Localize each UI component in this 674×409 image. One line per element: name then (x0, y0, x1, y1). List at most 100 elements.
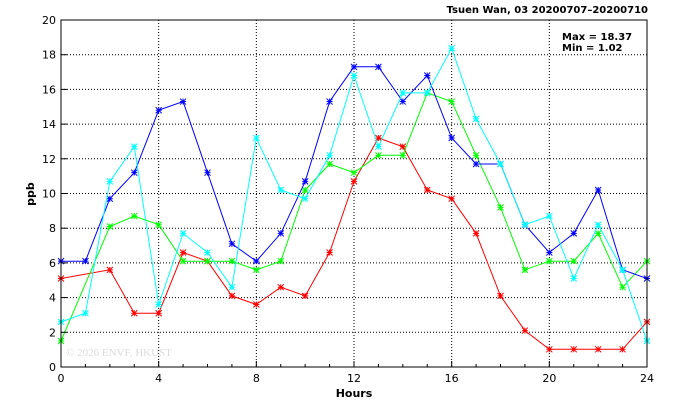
min-label: Min = 1.02 (562, 43, 623, 54)
data-point (155, 301, 163, 308)
data-point (545, 345, 553, 353)
data-point (326, 151, 333, 159)
data-point (228, 257, 236, 265)
series-line (60, 137, 648, 350)
x-tick-label: 16 (445, 372, 459, 385)
data-point (301, 292, 309, 300)
data-point (399, 143, 407, 151)
data-point (570, 345, 578, 353)
data-point (204, 249, 211, 256)
data-point (277, 230, 285, 237)
data-point (326, 249, 333, 256)
y-tick-label: 12 (42, 153, 56, 166)
data-point (448, 98, 456, 105)
data-point (204, 257, 211, 265)
data-point (350, 178, 358, 185)
x-tick-label: 8 (253, 372, 260, 385)
data-point (252, 301, 260, 308)
data-point (252, 257, 260, 265)
x-tick-label: 12 (347, 372, 361, 385)
data-point (375, 143, 382, 151)
series-layer (57, 44, 651, 353)
data-point (155, 309, 163, 317)
y-tick-label: 16 (42, 83, 56, 96)
series-2 (57, 89, 651, 345)
data-point (179, 230, 187, 237)
data-point (448, 195, 456, 203)
data-point (130, 169, 138, 177)
data-point (179, 257, 187, 265)
data-point (130, 309, 138, 317)
y-tick-label: 4 (49, 292, 56, 305)
data-point (179, 98, 187, 105)
data-point (619, 266, 626, 274)
data-point (277, 283, 285, 291)
data-point (326, 160, 333, 168)
data-point (619, 283, 626, 291)
data-point (106, 266, 114, 274)
data-point (228, 240, 236, 248)
y-tick-label: 10 (42, 188, 56, 201)
data-point (570, 230, 578, 237)
data-point (179, 249, 187, 256)
data-point (82, 257, 89, 265)
data-point (472, 160, 480, 168)
data-point (130, 143, 138, 151)
y-tick-label: 14 (42, 118, 56, 131)
data-point (423, 89, 431, 97)
y-tick-label: 2 (49, 326, 56, 339)
data-point (472, 230, 480, 237)
data-point (350, 72, 358, 79)
x-tick-label: 24 (640, 372, 654, 385)
series-line (60, 92, 648, 342)
data-point (570, 275, 578, 282)
x-axis: 0 4 8 12 16 20 24 (58, 361, 654, 385)
data-point (277, 186, 285, 194)
data-point (619, 345, 626, 353)
data-point (301, 178, 309, 185)
data-point (497, 204, 504, 211)
data-point (155, 106, 163, 114)
data-point (350, 63, 358, 71)
data-point (594, 221, 602, 229)
data-point (423, 186, 431, 194)
watermark: © 2026 ENVF, HKUST (66, 347, 172, 359)
data-point (448, 44, 456, 52)
data-point (594, 230, 602, 237)
data-point (375, 134, 382, 142)
data-point (399, 89, 407, 97)
data-point (106, 195, 114, 203)
x-axis-title: Hours (336, 387, 373, 400)
data-point (497, 292, 504, 300)
data-point (375, 151, 382, 159)
data-point (448, 134, 456, 142)
data-point (82, 309, 89, 317)
y-axis-title: ppb (24, 182, 37, 206)
max-label: Max = 18.37 (562, 32, 632, 43)
data-point (106, 223, 114, 230)
data-point (277, 257, 285, 265)
data-point (375, 63, 382, 71)
data-point (594, 186, 602, 194)
data-point (326, 98, 333, 105)
data-point (252, 266, 260, 274)
y-tick-label: 20 (42, 14, 56, 27)
data-point (155, 221, 163, 229)
data-point (301, 186, 309, 194)
data-point (228, 283, 236, 291)
series-1 (57, 134, 651, 353)
y-tick-label: 0 (49, 361, 56, 374)
x-tick-label: 20 (542, 372, 556, 385)
data-point (472, 151, 480, 159)
data-point (545, 212, 553, 220)
data-point (423, 72, 431, 79)
data-point (399, 98, 407, 105)
data-point (399, 151, 407, 159)
y-tick-label: 8 (49, 222, 56, 235)
data-point (521, 266, 529, 274)
chart-title: Tsuen Wan, 03 20200707–20200710 (447, 5, 649, 16)
data-point (106, 178, 114, 185)
data-point (594, 345, 602, 353)
y-tick-label: 6 (49, 257, 56, 270)
data-point (350, 169, 358, 177)
